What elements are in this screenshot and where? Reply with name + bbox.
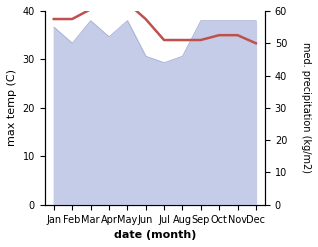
X-axis label: date (month): date (month) [114,230,196,240]
Y-axis label: max temp (C): max temp (C) [7,69,17,146]
Y-axis label: med. precipitation (kg/m2): med. precipitation (kg/m2) [301,42,311,173]
